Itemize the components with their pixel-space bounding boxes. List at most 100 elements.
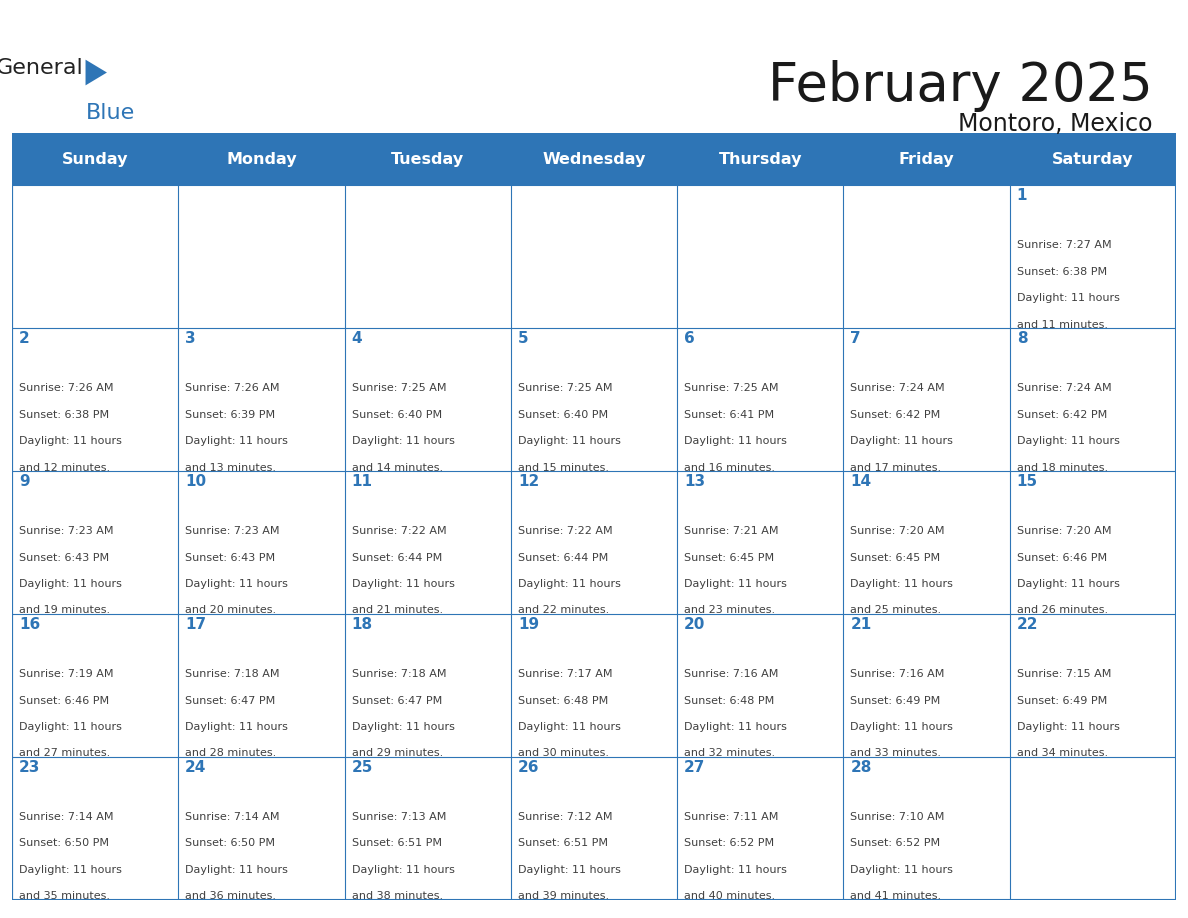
Text: Wednesday: Wednesday <box>542 151 646 167</box>
Text: Sunset: 6:51 PM: Sunset: 6:51 PM <box>518 838 608 848</box>
Text: 24: 24 <box>185 760 207 775</box>
Text: Daylight: 11 hours: Daylight: 11 hours <box>185 436 287 446</box>
Text: Sunset: 6:50 PM: Sunset: 6:50 PM <box>19 838 109 848</box>
Text: 14: 14 <box>851 474 872 489</box>
Text: Thursday: Thursday <box>719 151 802 167</box>
Text: and 35 minutes.: and 35 minutes. <box>19 891 109 901</box>
Text: Sunday: Sunday <box>62 151 128 167</box>
Bar <box>1010 756 1176 900</box>
Text: 6: 6 <box>684 331 695 346</box>
Text: Monday: Monday <box>226 151 297 167</box>
Text: and 25 minutes.: and 25 minutes. <box>851 606 942 615</box>
Text: and 27 minutes.: and 27 minutes. <box>19 748 110 758</box>
Text: Sunrise: 7:18 AM: Sunrise: 7:18 AM <box>352 669 446 679</box>
Text: Sunrise: 7:20 AM: Sunrise: 7:20 AM <box>1017 526 1111 536</box>
Bar <box>511 471 677 614</box>
Text: Daylight: 11 hours: Daylight: 11 hours <box>851 436 953 446</box>
Text: Daylight: 11 hours: Daylight: 11 hours <box>684 579 786 589</box>
Polygon shape <box>86 60 107 85</box>
Text: 2: 2 <box>19 331 30 346</box>
Text: and 39 minutes.: and 39 minutes. <box>518 891 609 901</box>
Text: Sunrise: 7:20 AM: Sunrise: 7:20 AM <box>851 526 944 536</box>
Text: 25: 25 <box>352 760 373 775</box>
Text: Daylight: 11 hours: Daylight: 11 hours <box>518 722 620 732</box>
Text: and 14 minutes.: and 14 minutes. <box>352 463 443 473</box>
Text: and 16 minutes.: and 16 minutes. <box>684 463 775 473</box>
Text: Sunrise: 7:18 AM: Sunrise: 7:18 AM <box>185 669 279 679</box>
Bar <box>178 328 345 471</box>
Bar <box>677 471 843 614</box>
Text: Daylight: 11 hours: Daylight: 11 hours <box>185 579 287 589</box>
Bar <box>345 328 511 471</box>
Text: Daylight: 11 hours: Daylight: 11 hours <box>1017 579 1119 589</box>
Text: Daylight: 11 hours: Daylight: 11 hours <box>518 865 620 875</box>
Text: Sunrise: 7:23 AM: Sunrise: 7:23 AM <box>185 526 279 536</box>
Text: Daylight: 11 hours: Daylight: 11 hours <box>19 865 121 875</box>
Bar <box>843 471 1010 614</box>
Text: 17: 17 <box>185 617 207 632</box>
Text: Sunset: 6:44 PM: Sunset: 6:44 PM <box>518 553 608 563</box>
Text: 22: 22 <box>1017 617 1038 632</box>
Bar <box>12 133 1176 185</box>
Text: and 21 minutes.: and 21 minutes. <box>352 606 443 615</box>
Text: Sunrise: 7:15 AM: Sunrise: 7:15 AM <box>1017 669 1111 679</box>
Text: Daylight: 11 hours: Daylight: 11 hours <box>1017 722 1119 732</box>
Text: and 32 minutes.: and 32 minutes. <box>684 748 776 758</box>
Bar <box>12 756 178 900</box>
Text: Sunset: 6:41 PM: Sunset: 6:41 PM <box>684 409 775 420</box>
Text: Daylight: 11 hours: Daylight: 11 hours <box>851 865 953 875</box>
Text: 3: 3 <box>185 331 196 346</box>
Bar <box>843 328 1010 471</box>
Text: Sunset: 6:46 PM: Sunset: 6:46 PM <box>19 696 109 706</box>
Text: Sunset: 6:47 PM: Sunset: 6:47 PM <box>352 696 442 706</box>
Bar <box>677 328 843 471</box>
Text: Sunrise: 7:13 AM: Sunrise: 7:13 AM <box>352 812 446 822</box>
Text: and 38 minutes.: and 38 minutes. <box>352 891 443 901</box>
Bar <box>677 756 843 900</box>
Text: Sunset: 6:38 PM: Sunset: 6:38 PM <box>1017 267 1107 277</box>
Text: Sunset: 6:45 PM: Sunset: 6:45 PM <box>851 553 941 563</box>
Text: General: General <box>0 58 83 78</box>
Text: Daylight: 11 hours: Daylight: 11 hours <box>518 436 620 446</box>
Text: and 26 minutes.: and 26 minutes. <box>1017 606 1108 615</box>
Bar <box>178 471 345 614</box>
Bar <box>12 614 178 756</box>
Text: and 20 minutes.: and 20 minutes. <box>185 606 277 615</box>
Text: Sunset: 6:42 PM: Sunset: 6:42 PM <box>851 409 941 420</box>
Text: Sunrise: 7:16 AM: Sunrise: 7:16 AM <box>684 669 778 679</box>
Bar <box>178 756 345 900</box>
Text: Daylight: 11 hours: Daylight: 11 hours <box>518 579 620 589</box>
Text: Sunset: 6:47 PM: Sunset: 6:47 PM <box>185 696 276 706</box>
Text: Sunrise: 7:25 AM: Sunrise: 7:25 AM <box>352 384 446 393</box>
Text: 27: 27 <box>684 760 706 775</box>
Text: Daylight: 11 hours: Daylight: 11 hours <box>185 865 287 875</box>
Text: Sunset: 6:39 PM: Sunset: 6:39 PM <box>185 409 276 420</box>
Text: Sunset: 6:49 PM: Sunset: 6:49 PM <box>1017 696 1107 706</box>
Bar <box>843 185 1010 328</box>
Text: and 29 minutes.: and 29 minutes. <box>352 748 443 758</box>
Text: Daylight: 11 hours: Daylight: 11 hours <box>352 865 454 875</box>
Bar <box>178 614 345 756</box>
Text: Sunrise: 7:24 AM: Sunrise: 7:24 AM <box>851 384 946 393</box>
Text: Daylight: 11 hours: Daylight: 11 hours <box>684 436 786 446</box>
Text: Blue: Blue <box>86 103 134 123</box>
Text: 4: 4 <box>352 331 362 346</box>
Bar <box>12 471 178 614</box>
Bar <box>843 614 1010 756</box>
Text: Daylight: 11 hours: Daylight: 11 hours <box>19 722 121 732</box>
Text: Sunset: 6:44 PM: Sunset: 6:44 PM <box>352 553 442 563</box>
Text: and 33 minutes.: and 33 minutes. <box>851 748 941 758</box>
Text: Sunrise: 7:14 AM: Sunrise: 7:14 AM <box>19 812 113 822</box>
Bar <box>1010 328 1176 471</box>
Text: Sunset: 6:43 PM: Sunset: 6:43 PM <box>19 553 109 563</box>
Text: 8: 8 <box>1017 331 1028 346</box>
Text: Sunrise: 7:10 AM: Sunrise: 7:10 AM <box>851 812 944 822</box>
Text: Daylight: 11 hours: Daylight: 11 hours <box>19 436 121 446</box>
Text: and 15 minutes.: and 15 minutes. <box>518 463 608 473</box>
Text: 7: 7 <box>851 331 861 346</box>
Text: 23: 23 <box>19 760 40 775</box>
Text: Sunrise: 7:22 AM: Sunrise: 7:22 AM <box>518 526 613 536</box>
Text: Sunrise: 7:17 AM: Sunrise: 7:17 AM <box>518 669 612 679</box>
Bar <box>345 185 511 328</box>
Text: 10: 10 <box>185 474 207 489</box>
